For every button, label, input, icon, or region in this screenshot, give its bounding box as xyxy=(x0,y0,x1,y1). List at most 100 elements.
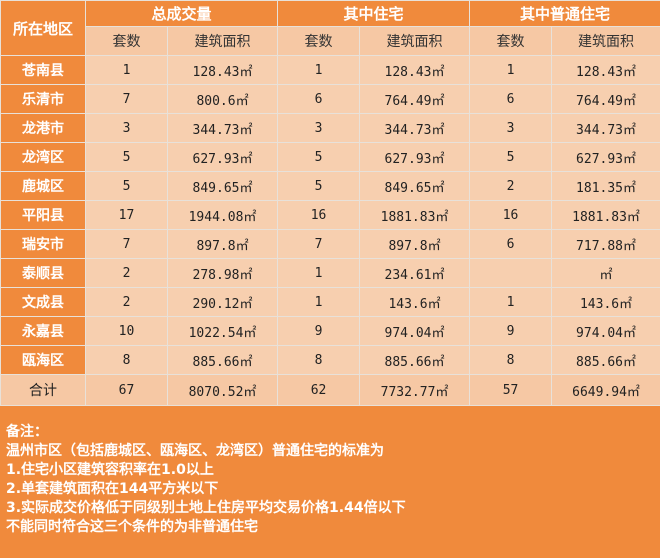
total-row: 合计 67 8070.52㎡ 62 7732.77㎡ 57 6649.94㎡ xyxy=(0,374,660,406)
ordinary-area-cell: 128.43㎡ xyxy=(551,55,660,85)
total-sets-cell: 2 xyxy=(85,287,168,317)
total-sets-cell: 2 xyxy=(85,258,168,288)
residential-area-cell: 7732.77㎡ xyxy=(359,374,471,406)
residential-area-cell: 234.61㎡ xyxy=(359,258,471,288)
table-row: 泰顺县 2 278.98㎡ 1 234.61㎡ ㎡ xyxy=(0,258,660,288)
table-row: 龙港市 3 344.73㎡ 3 344.73㎡ 3 344.73㎡ xyxy=(0,113,660,143)
residential-area-cell: 143.6㎡ xyxy=(359,287,471,317)
residential-sets-cell: 6 xyxy=(277,84,361,114)
total-sets-cell: 67 xyxy=(85,374,168,406)
table-row: 平阳县 17 1944.08㎡ 16 1881.83㎡ 16 1881.83㎡ xyxy=(0,200,660,230)
total-area-cell: 885.66㎡ xyxy=(166,345,279,375)
total-area-cell: 128.43㎡ xyxy=(166,55,279,85)
total-area-cell: 278.98㎡ xyxy=(166,258,279,288)
residential-area-cell: 344.73㎡ xyxy=(359,113,471,143)
residential-area-cell: 627.93㎡ xyxy=(359,142,471,172)
notes-line: 1.住宅小区建筑容积率在1.0以上 xyxy=(6,462,214,478)
ordinary-area-cell: 181.35㎡ xyxy=(551,171,660,201)
residential-area-cell: 128.43㎡ xyxy=(359,55,471,85)
total-sets-cell: 7 xyxy=(85,84,168,114)
total-area-cell: 627.93㎡ xyxy=(166,142,279,172)
table-row: 苍南县 1 128.43㎡ 1 128.43㎡ 1 128.43㎡ xyxy=(0,55,660,85)
residential-sets-cell: 5 xyxy=(277,142,361,172)
ordinary-sets-cell: 5 xyxy=(469,142,553,172)
region-cell: 瓯海区 xyxy=(0,345,86,375)
residential-area-cell: 849.65㎡ xyxy=(359,171,471,201)
residential-area-cell: 897.8㎡ xyxy=(359,229,471,259)
transaction-table: 所在地区 总成交量 其中住宅 其中普通住宅 套数 建筑面积 套数 建筑面积 套数… xyxy=(0,0,660,406)
residential-area-cell: 764.49㎡ xyxy=(359,84,471,114)
ordinary-area-cell: 974.04㎡ xyxy=(551,316,660,346)
region-column-header: 所在地区 xyxy=(0,0,86,56)
ordinary-area-cell: 143.6㎡ xyxy=(551,287,660,317)
ordinary-sets-cell: 16 xyxy=(469,200,553,230)
residential-sets-cell: 7 xyxy=(277,229,361,259)
ordinary-area-cell: ㎡ xyxy=(551,258,660,288)
total-sets-cell: 7 xyxy=(85,229,168,259)
total-area-cell: 897.8㎡ xyxy=(166,229,279,259)
total-area-cell: 1022.54㎡ xyxy=(166,316,279,346)
total-sets-cell: 17 xyxy=(85,200,168,230)
area-column-header: 建筑面积 xyxy=(166,26,279,56)
residential-area-cell: 1881.83㎡ xyxy=(359,200,471,230)
ordinary-sets-cell xyxy=(469,258,553,288)
table-row: 瑞安市 7 897.8㎡ 7 897.8㎡ 6 717.88㎡ xyxy=(0,229,660,259)
ordinary-area-cell: 344.73㎡ xyxy=(551,113,660,143)
header-row-groups: 所在地区 总成交量 其中住宅 其中普通住宅 xyxy=(0,0,660,56)
region-cell: 文成县 xyxy=(0,287,86,317)
area-column-header: 建筑面积 xyxy=(551,26,660,56)
total-area-cell: 1944.08㎡ xyxy=(166,200,279,230)
region-cell: 瑞安市 xyxy=(0,229,86,259)
sets-column-header: 套数 xyxy=(85,26,168,56)
residential-sets-cell: 8 xyxy=(277,345,361,375)
ordinary-sets-cell: 57 xyxy=(469,374,553,406)
total-area-cell: 849.65㎡ xyxy=(166,171,279,201)
residential-sets-cell: 3 xyxy=(277,113,361,143)
residential-sets-cell: 9 xyxy=(277,316,361,346)
table-row: 永嘉县 10 1022.54㎡ 9 974.04㎡ 9 974.04㎡ xyxy=(0,316,660,346)
total-sets-cell: 10 xyxy=(85,316,168,346)
region-cell: 龙湾区 xyxy=(0,142,86,172)
residential-header: 其中住宅 xyxy=(277,0,471,27)
table-row: 乐清市 7 800.6㎡ 6 764.49㎡ 6 764.49㎡ xyxy=(0,84,660,114)
total-area-cell: 800.6㎡ xyxy=(166,84,279,114)
notes-title: 备注： xyxy=(6,424,48,440)
ordinary-sets-cell: 1 xyxy=(469,55,553,85)
sets-column-header: 套数 xyxy=(277,26,361,56)
total-sets-cell: 5 xyxy=(85,171,168,201)
notes-block: 备注： 温州市区（包括鹿城区、瓯海区、龙湾区）普通住宅的标准为 1.住宅小区建筑… xyxy=(6,423,654,537)
table-row: 瓯海区 8 885.66㎡ 8 885.66㎡ 8 885.66㎡ xyxy=(0,345,660,375)
notes-line: 3.实际成交价格低于同级别土地上住房平均交易价格1.44倍以下 xyxy=(6,500,406,516)
region-cell: 泰顺县 xyxy=(0,258,86,288)
residential-area-cell: 885.66㎡ xyxy=(359,345,471,375)
total-sets-cell: 1 xyxy=(85,55,168,85)
region-cell: 乐清市 xyxy=(0,84,86,114)
ordinary-area-cell: 885.66㎡ xyxy=(551,345,660,375)
residential-sets-cell: 16 xyxy=(277,200,361,230)
notes-line: 2.单套建筑面积在144平方米以下 xyxy=(6,481,219,497)
notes-line: 不能同时符合这三个条件的为非普通住宅 xyxy=(6,519,258,535)
ordinary-area-cell: 627.93㎡ xyxy=(551,142,660,172)
ordinary-sets-cell: 1 xyxy=(469,287,553,317)
table-row: 文成县 2 290.12㎡ 1 143.6㎡ 1 143.6㎡ xyxy=(0,287,660,317)
total-sets-cell: 3 xyxy=(85,113,168,143)
total-area-cell: 8070.52㎡ xyxy=(166,374,279,406)
residential-area-cell: 974.04㎡ xyxy=(359,316,471,346)
region-cell: 永嘉县 xyxy=(0,316,86,346)
notes-line: 温州市区（包括鹿城区、瓯海区、龙湾区）普通住宅的标准为 xyxy=(6,443,384,459)
ordinary-sets-cell: 6 xyxy=(469,229,553,259)
residential-sets-cell: 1 xyxy=(277,258,361,288)
ordinary-sets-cell: 8 xyxy=(469,345,553,375)
area-column-header: 建筑面积 xyxy=(359,26,471,56)
ordinary-area-cell: 717.88㎡ xyxy=(551,229,660,259)
total-sets-cell: 5 xyxy=(85,142,168,172)
region-cell: 苍南县 xyxy=(0,55,86,85)
total-sets-cell: 8 xyxy=(85,345,168,375)
ordinary-area-cell: 6649.94㎡ xyxy=(551,374,660,406)
residential-sets-cell: 1 xyxy=(277,55,361,85)
total-area-cell: 290.12㎡ xyxy=(166,287,279,317)
residential-sets-cell: 1 xyxy=(277,287,361,317)
region-cell: 龙港市 xyxy=(0,113,86,143)
ordinary-sets-cell: 2 xyxy=(469,171,553,201)
